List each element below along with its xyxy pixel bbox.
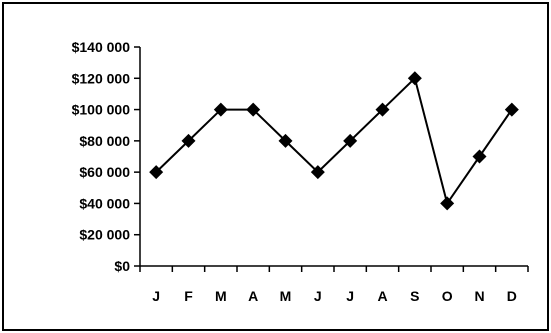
y-tick-label: $120 000 (72, 70, 131, 86)
data-point-marker (149, 165, 164, 180)
x-tick-label: O (442, 288, 453, 304)
data-point-marker (310, 165, 325, 180)
x-tick-label: J (314, 288, 322, 304)
data-point-marker (375, 102, 390, 117)
y-tick-label: $140 000 (72, 39, 131, 55)
x-tick-label: A (377, 288, 387, 304)
data-point-marker (343, 133, 358, 148)
x-tick-label: D (507, 288, 517, 304)
series-line-path (155, 76, 513, 206)
data-point-marker (440, 196, 455, 211)
series-line (155, 76, 513, 206)
x-tick-label: J (346, 288, 354, 304)
y-tick-label: $60 000 (79, 164, 130, 180)
data-point-marker (504, 102, 519, 117)
data-point-marker (407, 71, 422, 86)
x-tick-label: F (184, 288, 193, 304)
x-tick-label: M (280, 288, 292, 304)
x-tick-label: M (215, 288, 227, 304)
y-tick-label: $20 000 (79, 227, 130, 243)
y-axis: $0 $20 000 $40 000 $60 000 $80 000 $100 000 $1… (72, 39, 141, 274)
y-tick-label: $0 (114, 258, 130, 274)
y-tick-label: $80 000 (79, 133, 130, 149)
x-tick-label: S (410, 288, 419, 304)
data-point-marker (181, 133, 196, 148)
data-point-marker (246, 102, 261, 117)
y-tick-label: $100 000 (72, 102, 131, 118)
x-tick-label: A (248, 288, 258, 304)
data-point-marker (472, 149, 487, 164)
x-tick-label: J (152, 288, 160, 304)
x-tick-label: N (474, 288, 484, 304)
y-tick-label: $40 000 (79, 195, 130, 211)
data-point-marker (213, 102, 228, 117)
data-point-marker (278, 133, 293, 148)
series-markers (149, 71, 519, 211)
